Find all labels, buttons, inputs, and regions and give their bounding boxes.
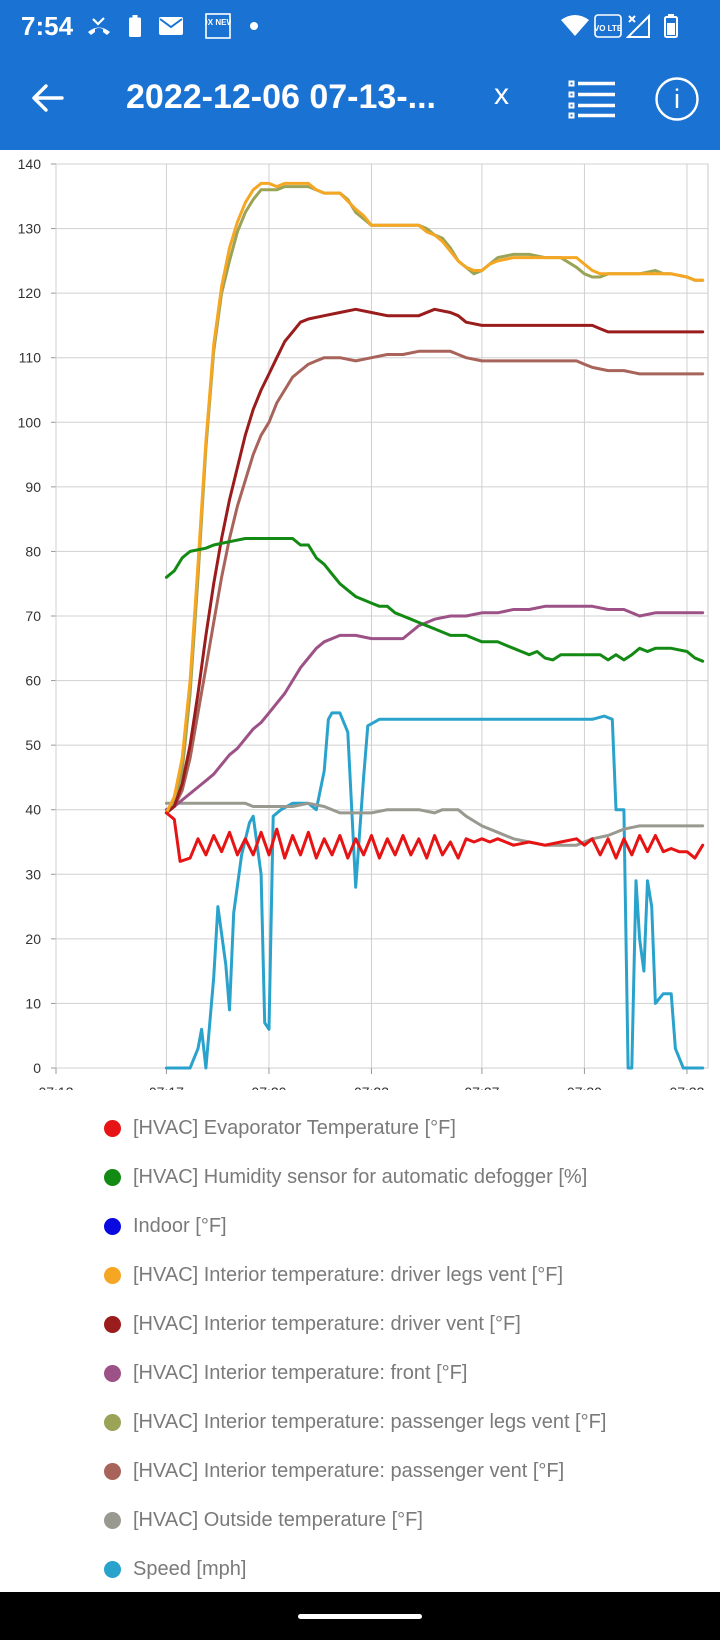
legend-item[interactable]: [HVAC] Interior temperature: driver vent… [104, 1304, 521, 1344]
y-tick-label: 0 [33, 1060, 41, 1076]
status-bar: 7:54 FOX NEWS VO LTE [0, 0, 720, 52]
x-tick-label: 07:17 [149, 1084, 184, 1090]
y-tick-label: 130 [18, 221, 42, 237]
legend-label: Speed [mph] [133, 1557, 247, 1580]
info-icon: i [655, 77, 699, 121]
legend-label: [HVAC] Evaporator Temperature [°F] [133, 1116, 456, 1139]
fox-news-text: FOX NEWS [205, 18, 231, 27]
signal-icon [626, 14, 650, 38]
y-tick-label: 140 [18, 156, 42, 172]
legend-item[interactable]: [HVAC] Interior temperature: passenger l… [104, 1402, 606, 1442]
legend-item[interactable]: [HVAC] Evaporator Temperature [°F] [104, 1108, 456, 1148]
x-tick-label: 07:13 [38, 1084, 73, 1090]
x-tick-label: 07:23 [354, 1084, 389, 1090]
legend-swatch-icon [104, 1413, 121, 1431]
legend-swatch-icon [104, 1364, 121, 1382]
volte-text: VO LTE [594, 24, 622, 33]
y-tick-label: 40 [25, 802, 41, 818]
home-handle[interactable] [298, 1614, 422, 1619]
list-button[interactable] [568, 78, 616, 120]
legend-label: [HVAC] Humidity sensor for automatic def… [133, 1165, 588, 1188]
legend-item[interactable]: [HVAC] Interior temperature: driver legs… [104, 1255, 563, 1295]
legend-swatch-icon [104, 1119, 121, 1137]
y-tick-label: 50 [25, 737, 41, 753]
series-line-evaporator-temperature [164, 811, 705, 863]
series-line-speed [164, 711, 705, 1070]
battery-icon [664, 14, 678, 38]
legend-item[interactable]: [HVAC] Interior temperature: passenger v… [104, 1451, 564, 1491]
series-line-humidity-sensor-for-automatic-defogger [164, 537, 705, 663]
chart: 0 10 20 30 40 50 60 70 80 90 100 110 120 130 140 07:13 0… [18, 156, 709, 1090]
y-tick-label: 70 [25, 608, 41, 624]
navigation-bar [0, 1592, 720, 1640]
y-tick-label: 110 [19, 350, 42, 366]
series-line-interior-temperature-driver-legs-vent [164, 181, 705, 815]
mail-icon [159, 14, 183, 38]
legend-swatch-icon [104, 1560, 121, 1578]
info-button[interactable]: i [654, 76, 700, 122]
x-tick-label: 07:33 [669, 1084, 704, 1090]
legend-label: Indoor [°F] [133, 1214, 227, 1237]
arrow-back-icon [32, 84, 64, 112]
legend-label: [HVAC] Interior temperature: driver vent… [133, 1312, 521, 1335]
y-tick-label: 10 [25, 995, 41, 1011]
legend-item[interactable]: [HVAC] Outside temperature [°F] [104, 1500, 423, 1540]
legend-item[interactable]: Indoor [°F] [104, 1206, 227, 1246]
x-tick-label: 07:20 [251, 1084, 286, 1090]
fox-news-icon: FOX NEWS [205, 13, 231, 39]
page-title: 2022-12-06 07-13-... [126, 78, 436, 116]
legend-item[interactable]: Speed [mph] [104, 1549, 246, 1589]
y-tick-label: 30 [25, 866, 41, 882]
legend-item[interactable]: [HVAC] Interior temperature: front [°F] [104, 1353, 467, 1393]
volte-icon: VO LTE [594, 14, 622, 38]
y-tick-label: 100 [18, 414, 42, 430]
y-tick-label: 20 [25, 931, 41, 947]
close-button[interactable]: x [494, 78, 509, 111]
legend-swatch-icon [104, 1266, 121, 1284]
y-tick-label: 80 [25, 543, 41, 559]
app-bar: 7:54 FOX NEWS VO LTE [0, 0, 720, 150]
wifi-icon [561, 14, 589, 38]
list-icon [568, 80, 615, 119]
y-tick-label: 120 [18, 285, 42, 301]
series-line-interior-temperature-front [164, 604, 705, 812]
missed-call-icon [86, 14, 112, 38]
x-tick-label: 07:27 [464, 1084, 499, 1090]
legend-label: [HVAC] Interior temperature: front [°F] [133, 1361, 468, 1384]
legend-item[interactable]: [HVAC] Humidity sensor for automatic def… [104, 1157, 587, 1197]
y-tick-label: 60 [25, 673, 41, 689]
toolbar: 2022-12-06 07-13-... x i [0, 52, 720, 150]
legend-swatch-icon [104, 1168, 121, 1186]
legend-label: [HVAC] Interior temperature: passenger v… [133, 1459, 565, 1482]
legend-label: [HVAC] Interior temperature: driver legs… [133, 1263, 563, 1286]
x-tick-label: 07:30 [567, 1084, 602, 1090]
legend-swatch-icon [104, 1217, 121, 1235]
back-button[interactable] [26, 76, 70, 120]
info-glyph: i [674, 84, 680, 114]
series-line-interior-temperature-driver-vent [164, 307, 705, 815]
status-time: 7:54 [21, 11, 74, 41]
battery-saver-icon [128, 14, 142, 38]
legend-label: [HVAC] Interior temperature: passenger l… [133, 1410, 607, 1433]
series-line-interior-temperature-passenger-vent [164, 349, 705, 812]
legend-swatch-icon [104, 1511, 121, 1529]
legend-swatch-icon [104, 1315, 121, 1333]
legend-swatch-icon [104, 1462, 121, 1480]
legend-label: [HVAC] Outside temperature [°F] [133, 1508, 423, 1531]
y-tick-label: 90 [25, 479, 41, 495]
dot-icon [249, 14, 259, 38]
series-line-outside-temperature [164, 801, 705, 847]
